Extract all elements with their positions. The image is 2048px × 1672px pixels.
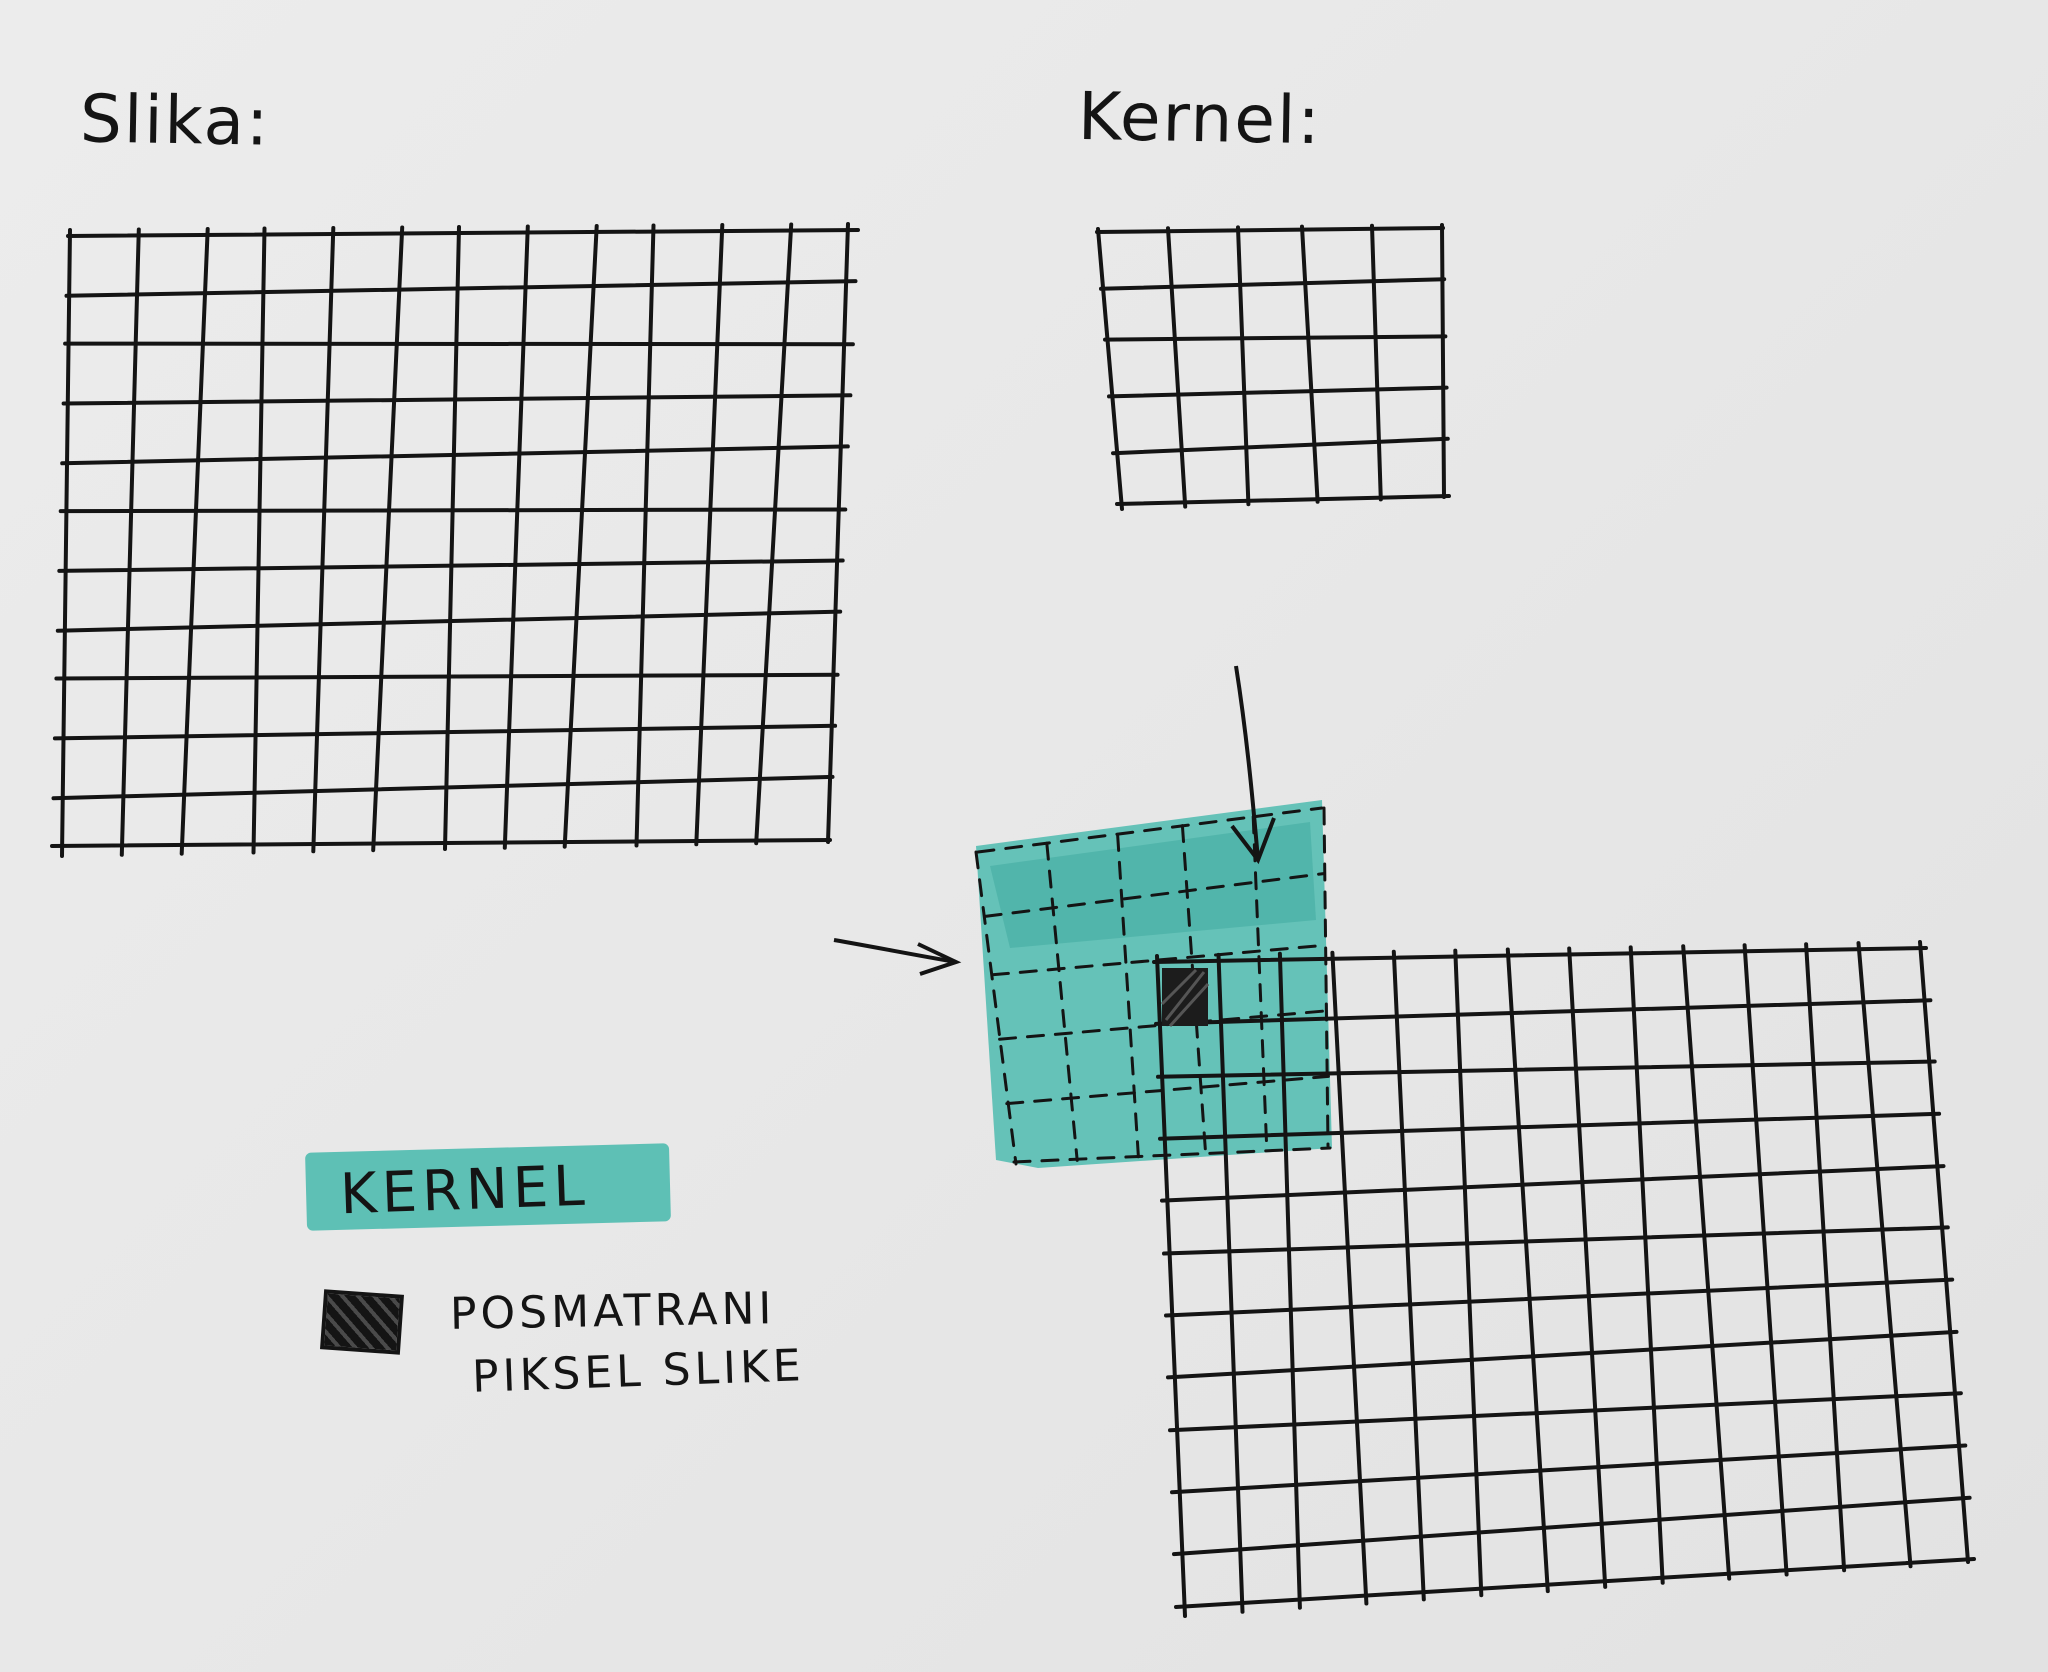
- padded-image-grid-hline: [1152, 946, 1928, 964]
- image-grid-hline: [60, 444, 850, 466]
- image-grid-hline: [50, 838, 832, 848]
- padded-image-grid-vline: [1505, 947, 1550, 1594]
- padded-image-grid-vline: [1155, 954, 1187, 1618]
- padded-image-grid-hline: [1174, 1557, 1976, 1609]
- padded-image-grid-vline: [1681, 944, 1732, 1581]
- padded-image-grid-vline: [1804, 942, 1847, 1573]
- padded-image-grid-hline: [1164, 1277, 1955, 1318]
- padded-image-grid-vline: [1918, 940, 1970, 1564]
- kernel-grid-hline: [1111, 436, 1450, 456]
- arrow-down-head-icon: [1230, 817, 1276, 865]
- image-grid-vline: [562, 224, 599, 849]
- kernel-grid-vline: [1300, 224, 1320, 504]
- padded-image-grid-hline: [1168, 1391, 1963, 1433]
- image-grid-hline: [52, 723, 838, 741]
- image-grid-vline: [443, 225, 461, 851]
- kernel-overlay-grid-hline: [998, 1009, 1329, 1041]
- image-grid: [50, 222, 860, 858]
- kernel-grid-hline: [1099, 277, 1447, 291]
- padded-image-grid-hline: [1158, 1111, 1942, 1141]
- image-grid-vline: [119, 227, 141, 857]
- image-grid-vline: [826, 222, 850, 844]
- kernel-title: Kernel:: [1077, 77, 1323, 160]
- image-grid-hline: [57, 558, 845, 573]
- image-grid-hline: [54, 672, 840, 681]
- image-grid-hline: [66, 228, 860, 238]
- kernel-grid-vline: [1166, 226, 1188, 509]
- image-grid-vline: [754, 222, 794, 846]
- kernel-overlay-grid-vline: [974, 850, 1018, 1166]
- padded-image-grid: [1152, 940, 1976, 1618]
- padded-image-grid-vline: [1391, 949, 1426, 1602]
- image-grid-hline: [55, 609, 843, 633]
- padded-image-grid-hline: [1154, 998, 1933, 1026]
- padded-image-grid-hline: [1172, 1495, 1972, 1557]
- padded-image-grid-vline: [1567, 946, 1608, 1589]
- padded-image-grid-vline: [1856, 941, 1913, 1569]
- padded-image-grid-vline: [1628, 945, 1665, 1585]
- legend-pixel-label-line1: POSMATRANI: [449, 1283, 776, 1340]
- image-grid-hline: [63, 341, 855, 347]
- padded-image-grid-vline: [1742, 943, 1789, 1577]
- image-grid-hline: [61, 393, 853, 406]
- kernel-overlay-grid-vline: [1116, 832, 1140, 1159]
- padded-image-grid-hline: [1156, 1059, 1937, 1079]
- image-title: Slika:: [79, 80, 271, 161]
- kernel-overlay-highlight: [976, 800, 1332, 1168]
- image-grid-vline: [502, 224, 530, 850]
- kernel-grid-vline: [1236, 225, 1251, 507]
- image-grid-vline: [251, 226, 267, 855]
- image-grid-vline: [60, 228, 72, 858]
- kernel-overlay-grid-vline: [1045, 841, 1079, 1162]
- image-grid-vline: [311, 226, 336, 854]
- legend-kernel-label: KERNEL: [338, 1153, 591, 1228]
- legend-pixel-swatch: [320, 1289, 404, 1355]
- arrows: [833, 665, 1276, 976]
- arrow-right-icon: [833, 938, 957, 964]
- kernel-overlay-grid-hline: [1005, 1074, 1330, 1106]
- arrow-down-icon: [1234, 665, 1260, 861]
- padded-image-grid-hline: [1170, 1443, 1968, 1495]
- observed-pixel-marker: [1160, 968, 1210, 1028]
- image-grid-hline: [51, 774, 835, 801]
- kernel-grid: [1095, 223, 1451, 511]
- padded-image-grid-vline: [1277, 951, 1302, 1610]
- padded-image-grid-hline: [1162, 1225, 1950, 1256]
- kernel-grid-hline: [1115, 494, 1451, 506]
- image-grid-vline: [634, 223, 656, 848]
- image-grid-hline: [58, 507, 848, 514]
- kernel-overlay-grid-hline: [976, 806, 1324, 854]
- kernel-overlay-grid-vline: [1322, 806, 1330, 1148]
- kernel-grid-hline: [1103, 334, 1448, 342]
- kernel-grid-vline: [1096, 227, 1124, 511]
- kernel-grid-vline: [1440, 223, 1446, 499]
- image-grid-vline: [694, 223, 725, 847]
- image-grid-vline: [371, 225, 405, 853]
- kernel-grid-hline: [1107, 385, 1449, 399]
- kernel-overlay-grid-vline: [1180, 824, 1208, 1155]
- padded-image-grid-hline: [1166, 1329, 1959, 1380]
- padded-image-grid-vline: [1330, 950, 1369, 1606]
- padded-image-grid-vline: [1453, 948, 1484, 1598]
- padded-image-grid-vline: [1216, 952, 1245, 1614]
- kernel-overlay-grid-vline: [1251, 815, 1269, 1152]
- kernel-grid-vline: [1370, 223, 1383, 502]
- image-grid-hline: [64, 279, 858, 298]
- kernel-overlay-grid-hline: [1012, 1146, 1332, 1164]
- kernel-overlay-grid-hline: [983, 872, 1326, 918]
- image-grid-vline: [179, 227, 210, 856]
- arrow-right-head-icon: [917, 942, 962, 976]
- kernel-grid-hline: [1095, 226, 1445, 234]
- padded-image-grid-hline: [1160, 1164, 1946, 1203]
